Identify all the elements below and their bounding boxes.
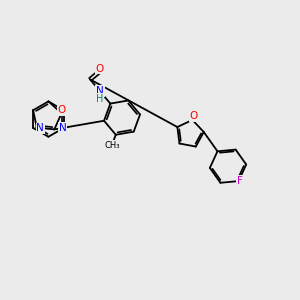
Text: CH₃: CH₃ — [104, 141, 120, 150]
Text: O: O — [95, 64, 104, 74]
Text: O: O — [57, 105, 66, 115]
Text: F: F — [237, 176, 243, 186]
Text: N: N — [96, 86, 104, 96]
Text: N: N — [36, 123, 44, 134]
Text: O: O — [190, 111, 198, 121]
Text: N: N — [59, 123, 66, 133]
Text: H: H — [96, 94, 103, 103]
